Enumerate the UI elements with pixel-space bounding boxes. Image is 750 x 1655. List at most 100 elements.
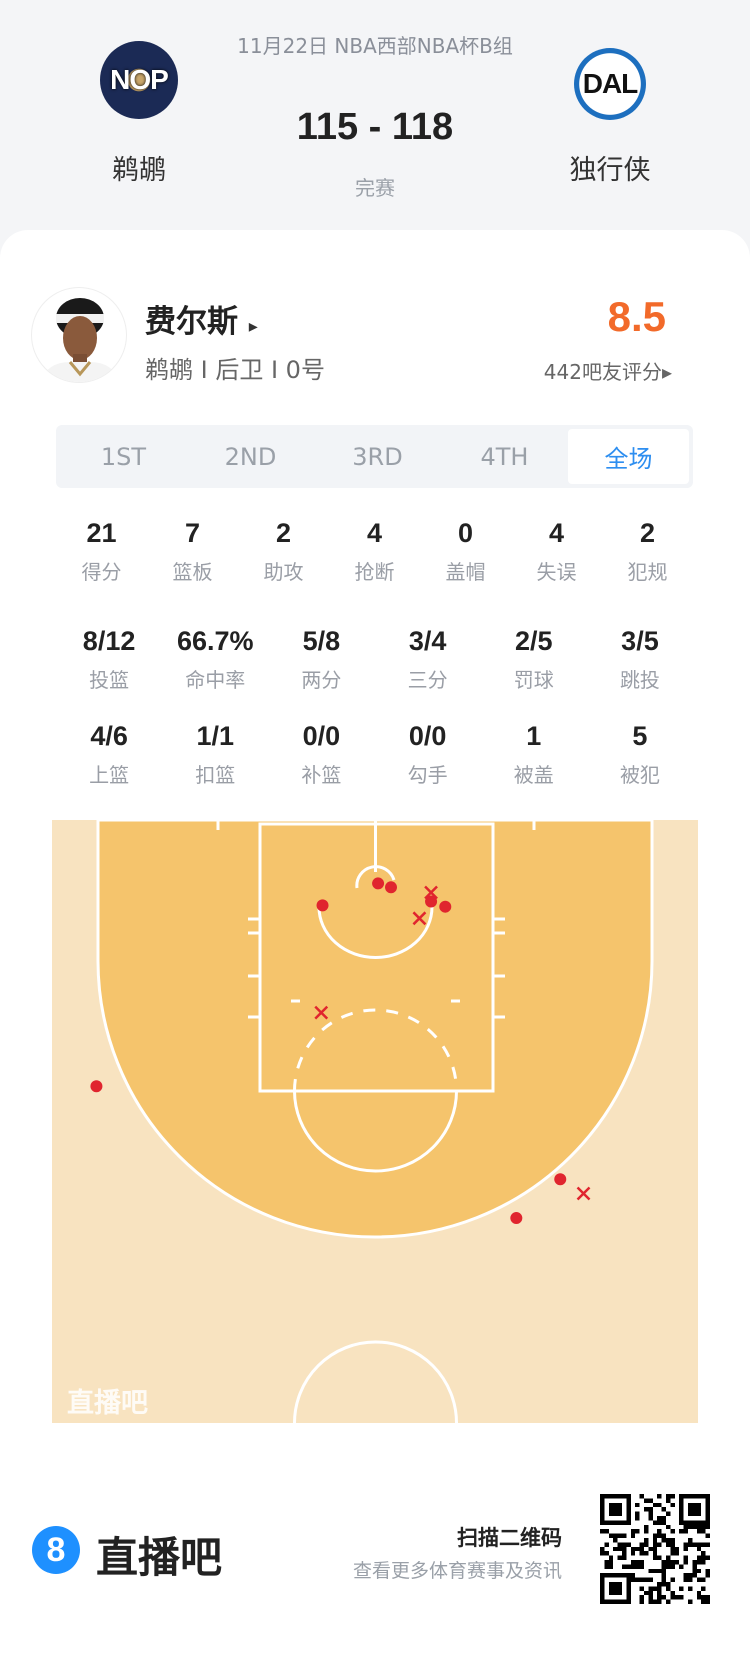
stat-label: 篮板 bbox=[172, 560, 213, 584]
stat-label: 抢断 bbox=[354, 560, 395, 584]
made-shot-marker bbox=[554, 1173, 567, 1186]
missed-shot-marker bbox=[412, 911, 427, 926]
stat-3pt: 3/4 三分 bbox=[375, 626, 481, 693]
free-throw-circle-top bbox=[293, 1008, 458, 1092]
stat-label: 三分 bbox=[407, 668, 448, 692]
stats-row-shooting: 8/12 投篮 66.7% 命中率 5/8 两分 3/4 三分 2/5 罚球 3/5 跳投 bbox=[56, 626, 693, 693]
player-name: 费尔斯 bbox=[145, 304, 238, 340]
stat-value: 0/0 bbox=[302, 721, 341, 751]
brand-logo-icon: 8 bbox=[32, 1526, 80, 1574]
home-team-logo[interactable]: NOP bbox=[100, 41, 178, 119]
stat-value: 3/4 bbox=[408, 626, 447, 656]
away-team-name[interactable]: 独行侠 bbox=[569, 155, 651, 186]
play-arrow-icon: ▸ bbox=[248, 316, 258, 337]
made-shot-marker bbox=[439, 900, 452, 913]
stat-value: 66.7% bbox=[176, 626, 254, 656]
stat-value: 5 bbox=[632, 721, 648, 751]
shot-markers bbox=[90, 877, 591, 1225]
three-point-area bbox=[96, 820, 654, 1239]
missed-shot-marker bbox=[424, 885, 438, 900]
stat-value: 21 bbox=[86, 518, 117, 548]
stat-hook: 0/0 勾手 bbox=[375, 721, 481, 788]
stat-label: 投篮 bbox=[89, 668, 130, 692]
lane-hash-marks bbox=[248, 917, 505, 1019]
stat-layup: 4/6 上篮 bbox=[56, 721, 162, 788]
stat-value: 5/8 bbox=[302, 626, 341, 656]
stat-ft: 2/5 罚球 bbox=[481, 626, 587, 693]
player-name-link[interactable]: 费尔斯 ▸ bbox=[145, 296, 258, 341]
stats-row-basic: 21 得分 7 篮板 2 助攻 4 抢断 0 盖帽 4 失误 2 犯规 bbox=[56, 518, 693, 585]
free-throw-circle-bottom bbox=[293, 1090, 458, 1173]
stat-label: 助攻 bbox=[263, 560, 304, 584]
home-team-abbr: NOP bbox=[110, 64, 169, 95]
made-shot-marker bbox=[385, 881, 398, 894]
stat-value: 8/12 bbox=[82, 626, 136, 656]
stat-value: 4 bbox=[366, 518, 383, 548]
stat-fouled: 5 被犯 bbox=[587, 721, 693, 788]
player-avatar[interactable] bbox=[31, 287, 127, 383]
stat-label: 跳投 bbox=[619, 668, 660, 692]
stat-value: 0/0 bbox=[408, 721, 447, 751]
match-score: 115 - 118 bbox=[296, 106, 454, 148]
stat-value: 2 bbox=[275, 518, 292, 548]
stat-fg: 8/12 投篮 bbox=[56, 626, 162, 693]
made-shot-marker bbox=[425, 895, 438, 908]
stat-value: 1/1 bbox=[196, 721, 235, 751]
rating-count-link[interactable]: 442吧友评分▸ bbox=[543, 360, 672, 384]
tab-1st[interactable]: 1ST bbox=[100, 442, 147, 471]
player-rating: 8.5 bbox=[607, 293, 666, 340]
watermark: 直播吧 bbox=[67, 1388, 148, 1419]
player-photo-icon bbox=[40, 298, 120, 382]
more-info-label: 查看更多体育赛事及资讯 bbox=[352, 1560, 562, 1582]
match-title: 11月22日 NBA西部NBA杯B组 bbox=[237, 34, 513, 58]
stat-label: 两分 bbox=[301, 668, 342, 692]
stat-jumpshot: 3/5 跳投 bbox=[587, 626, 693, 693]
missed-shot-marker bbox=[576, 1186, 591, 1201]
tab-2nd[interactable]: 2ND bbox=[224, 442, 277, 471]
match-status: 完赛 bbox=[355, 176, 395, 200]
stat-value: 4/6 bbox=[90, 721, 128, 751]
shot-chart: 直播吧 bbox=[52, 820, 698, 1423]
tab-full-game[interactable]: 全场 bbox=[568, 429, 689, 484]
stat-blocked: 1 被盖 bbox=[481, 721, 587, 788]
tab-4th[interactable]: 4TH bbox=[480, 442, 529, 471]
stat-label: 盖帽 bbox=[445, 560, 486, 584]
tab-3rd[interactable]: 3RD bbox=[352, 442, 403, 471]
home-team-name[interactable]: 鹈鹕 bbox=[112, 155, 166, 186]
scan-qr-label: 扫描二维码 bbox=[457, 1526, 562, 1550]
stat-tipin: 0/0 补篮 bbox=[268, 721, 374, 788]
stat-points: 21 得分 bbox=[56, 518, 147, 585]
stat-label: 被犯 bbox=[619, 763, 660, 787]
stats-row-shot-types: 4/6 上篮 1/1 扣篮 0/0 补篮 0/0 勾手 1 被盖 5 被犯 bbox=[56, 721, 693, 788]
stat-label: 得分 bbox=[81, 560, 122, 584]
stat-fg-pct: 66.7% 命中率 bbox=[162, 626, 268, 693]
stat-value: 2/5 bbox=[515, 626, 553, 656]
restricted-area bbox=[317, 906, 434, 959]
qr-code[interactable] bbox=[600, 1494, 710, 1604]
stat-blocks: 0 盖帽 bbox=[420, 518, 511, 585]
period-tabs: 1ST 2ND 3RD 4TH 全场 bbox=[56, 425, 693, 488]
stat-value: 1 bbox=[526, 721, 542, 751]
stat-rebounds: 7 篮板 bbox=[147, 518, 238, 585]
made-shot-marker bbox=[510, 1212, 523, 1225]
stat-label: 补篮 bbox=[301, 763, 342, 787]
stat-value: 7 bbox=[184, 518, 201, 548]
hoop bbox=[355, 865, 396, 889]
center-circle bbox=[293, 1340, 458, 1423]
player-info: 鹈鹕 I 后卫 I 0号 bbox=[145, 356, 325, 384]
stat-label: 命中率 bbox=[185, 668, 246, 692]
stat-label: 失误 bbox=[536, 560, 577, 584]
stat-value: 4 bbox=[548, 518, 565, 548]
stat-turnovers: 4 失误 bbox=[511, 518, 602, 585]
stat-label: 罚球 bbox=[513, 668, 554, 692]
stat-label: 扣篮 bbox=[195, 763, 236, 787]
stat-steals: 4 抢断 bbox=[329, 518, 420, 585]
away-team-abbr: DAL bbox=[582, 68, 639, 99]
stat-assists: 2 助攻 bbox=[238, 518, 329, 585]
made-shot-marker bbox=[316, 899, 329, 912]
stat-value: 2 bbox=[639, 518, 656, 548]
brand-name: 直播吧 bbox=[96, 1533, 223, 1582]
missed-shot-marker bbox=[314, 1005, 329, 1020]
away-team-logo[interactable]: DAL bbox=[574, 48, 646, 120]
stat-label: 被盖 bbox=[513, 763, 554, 787]
